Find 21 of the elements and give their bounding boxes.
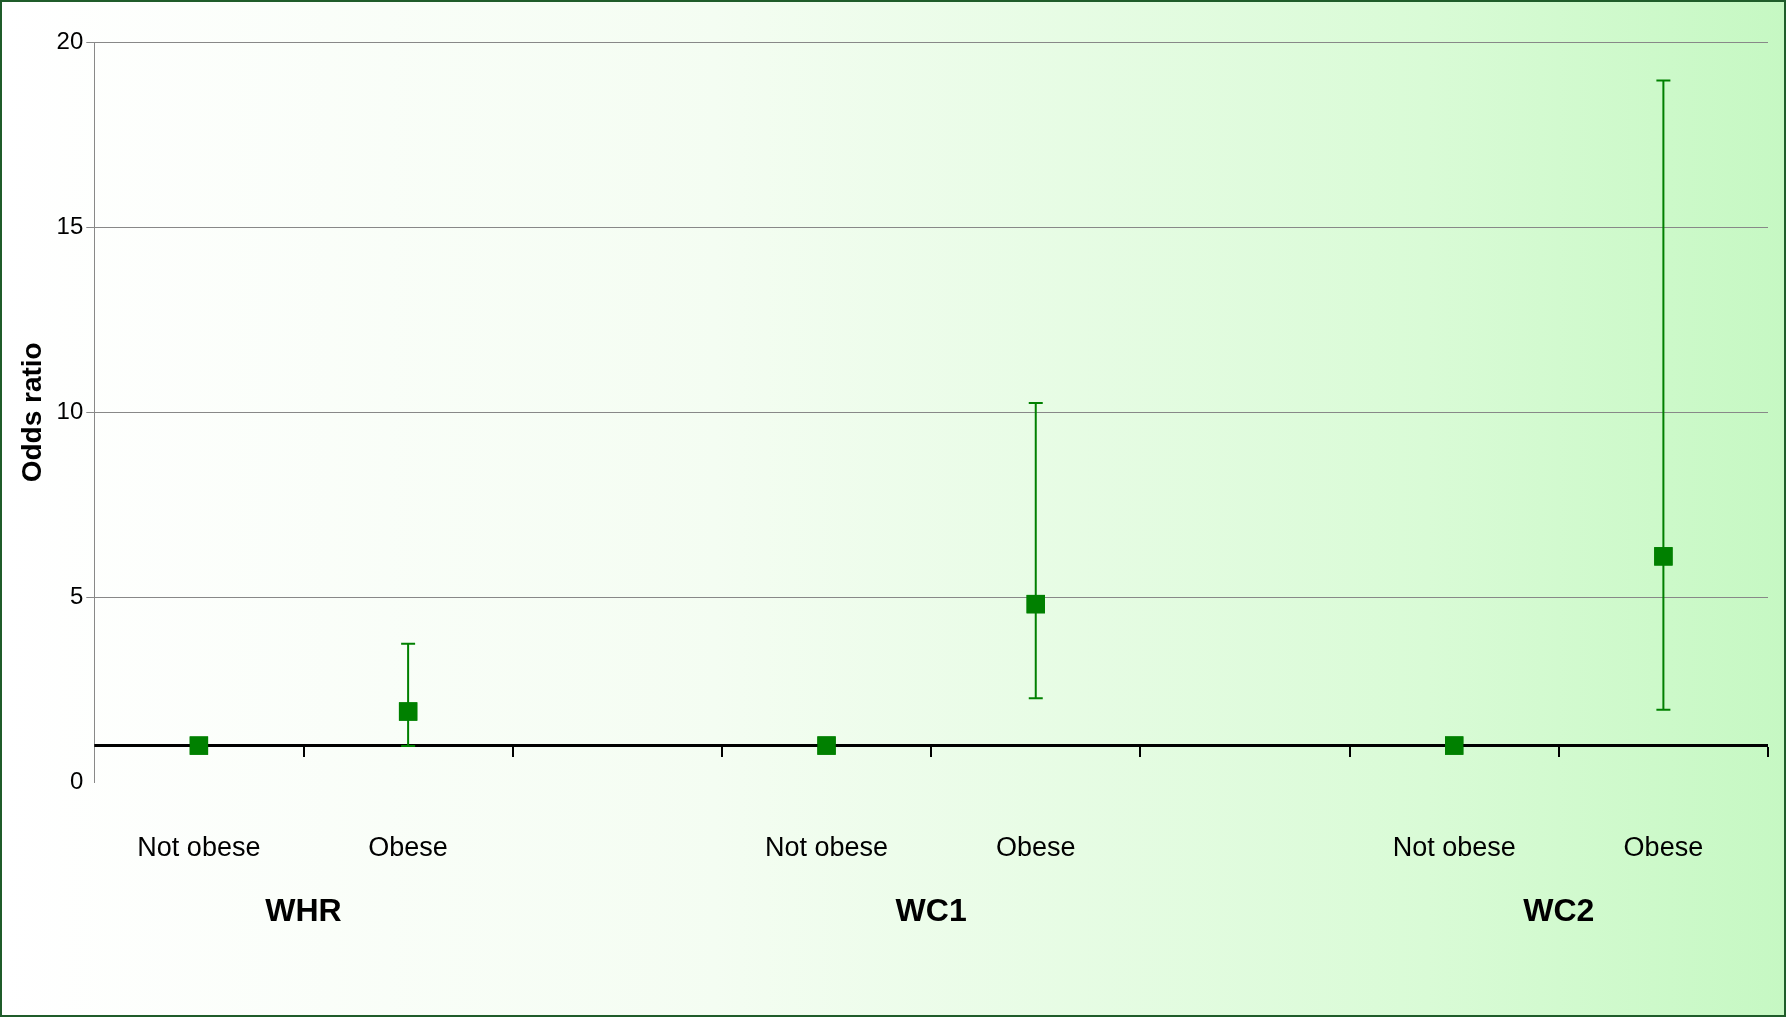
text: WC2 bbox=[1523, 892, 1595, 929]
x-tick-label: Obese bbox=[368, 832, 448, 863]
x-tick-label: Not obese bbox=[764, 832, 889, 863]
y-tick-label: 0 bbox=[69, 767, 84, 795]
y-tick-label: 10 bbox=[56, 396, 84, 424]
point bbox=[1654, 547, 1673, 566]
point bbox=[189, 736, 209, 755]
y-tick-label: 5 bbox=[69, 582, 84, 610]
y-tick-label: 20 bbox=[56, 26, 84, 54]
y-tick-label: 15 bbox=[56, 211, 84, 239]
x-tick-label: Not obese bbox=[137, 832, 261, 863]
x-tick-label: Obese bbox=[1623, 832, 1704, 863]
point bbox=[1444, 736, 1464, 755]
point bbox=[817, 736, 836, 755]
point bbox=[398, 702, 418, 721]
text: WC1 bbox=[895, 892, 967, 929]
x-tick-label: Not obese bbox=[1392, 832, 1516, 863]
x-tick-label: Obese bbox=[995, 832, 1076, 863]
text: WHR bbox=[265, 892, 342, 929]
y-axis-title: Odds ratio bbox=[15, 342, 47, 483]
point bbox=[1026, 594, 1045, 614]
